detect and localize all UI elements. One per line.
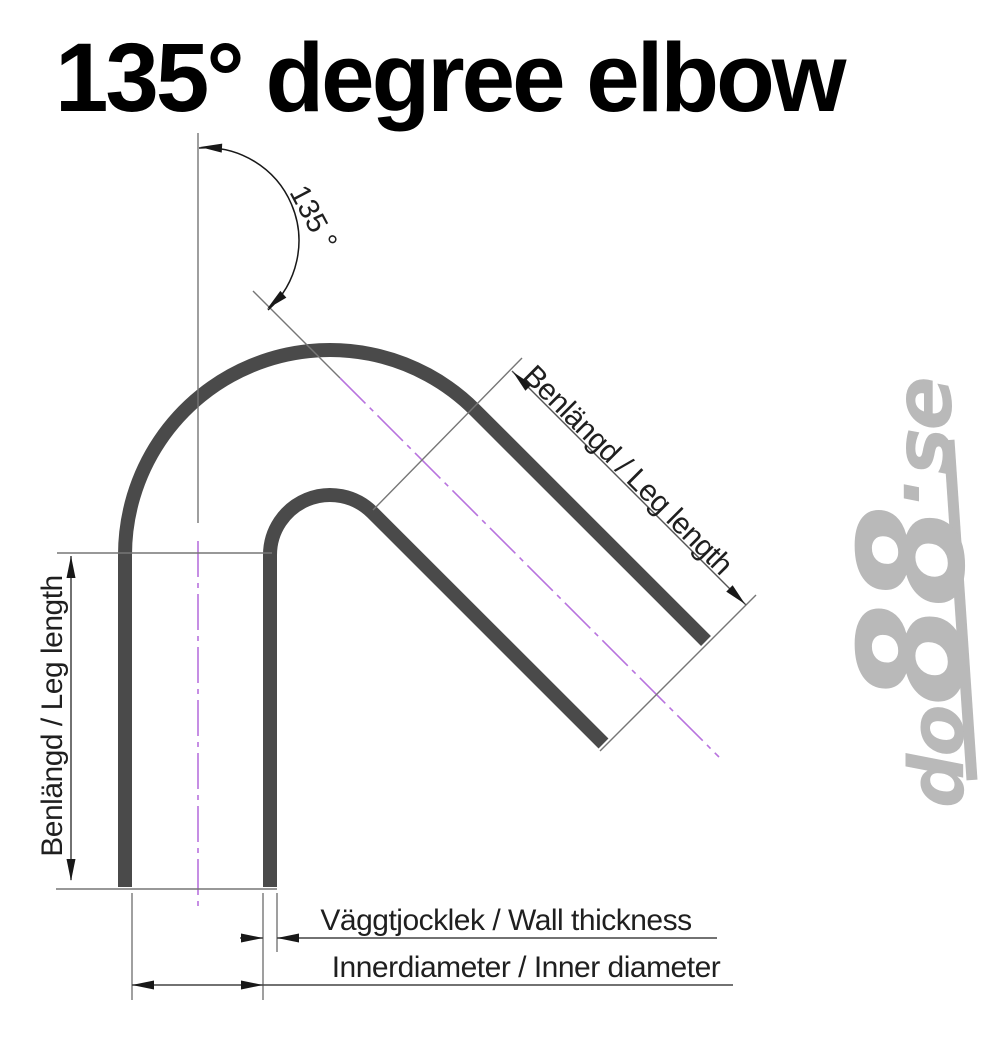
left-leg-label: Benlängd / Leg length <box>36 575 69 856</box>
diagonal-axis-extension-line <box>252 290 341 379</box>
elbow-pipe <box>118 343 711 887</box>
diagonal-leg-centerline <box>339 377 720 758</box>
angle-arrow-top <box>200 143 223 153</box>
left-leg-arrow-bottom <box>66 859 76 881</box>
watermark-prefix: do <box>892 707 981 808</box>
diagonal-leg-arrow-end <box>726 585 745 604</box>
construction-lines <box>197 133 341 523</box>
diagonal-leg-label: Benlängd / Leg length <box>517 359 739 581</box>
pipe-outer-wall <box>118 343 711 887</box>
wall-thickness-arrow-right <box>277 933 299 943</box>
angle-value-label: 135 ° <box>283 180 343 255</box>
angle-arc <box>198 146 300 311</box>
inner-diameter-dimension: Innerdiameter / Inner diameter <box>132 951 733 990</box>
watermark-separator: . <box>845 478 938 505</box>
diagonal-leg-extension-end <box>599 594 757 752</box>
watermark-logo: do 88 . se <box>828 378 998 808</box>
diagonal-leg-dimension: Benlängd / Leg length <box>372 357 757 752</box>
angle-arrow-bottom <box>267 290 287 309</box>
inner-diameter-label: Innerdiameter / Inner diameter <box>332 951 721 984</box>
centerlines <box>197 377 720 906</box>
watermark-suffix: se <box>877 378 970 475</box>
diagonal-leg-dimension-line <box>511 370 747 606</box>
left-leg-arrow-top <box>66 556 76 578</box>
inner-diameter-arrow-right <box>241 980 263 990</box>
pipe-inner-wall <box>263 488 609 887</box>
angle-dimension: 135 ° <box>198 143 343 311</box>
diagonal-leg-arrow-start <box>513 372 532 391</box>
wall-thickness-label: Väggtjocklek / Wall thickness <box>320 904 691 937</box>
wall-thickness-dimension: Väggtjocklek / Wall thickness <box>131 893 717 1000</box>
inner-diameter-arrow-left <box>132 980 154 990</box>
page-title: 135° degree elbow <box>55 23 846 132</box>
watermark-underline <box>943 439 978 781</box>
left-leg-dimension: Benlängd / Leg length <box>36 552 277 890</box>
watermark-text: do 88 . se <box>828 378 998 808</box>
watermark-number: 88 <box>828 508 998 705</box>
wall-thickness-arrow-left <box>241 933 263 943</box>
diagonal-leg-extension-start <box>372 357 523 511</box>
